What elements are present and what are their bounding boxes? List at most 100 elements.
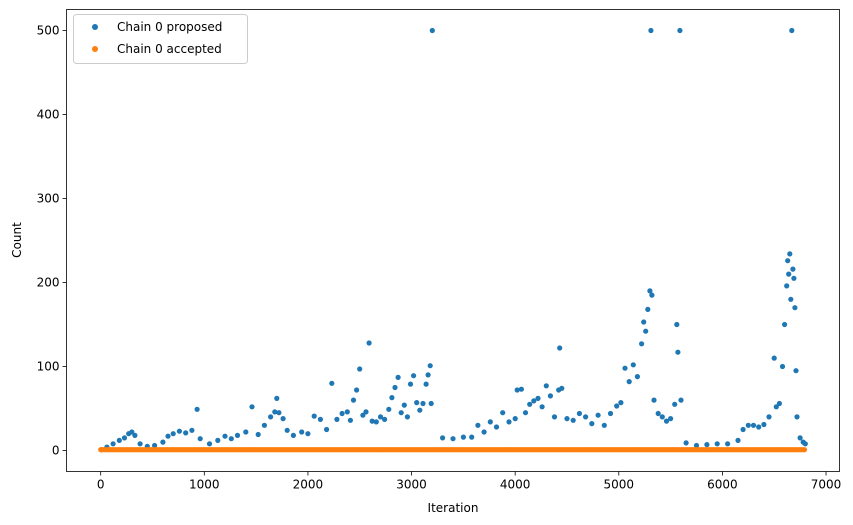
proposed-point xyxy=(677,27,683,34)
x-tick-label: 6000 xyxy=(707,478,738,492)
proposed-point xyxy=(272,409,278,415)
proposed-point xyxy=(354,387,360,393)
y-tick-label: 100 xyxy=(37,360,60,374)
proposed-point xyxy=(420,400,426,407)
x-tick-label: 2000 xyxy=(293,478,324,492)
proposed-point xyxy=(350,397,357,403)
proposed-point xyxy=(440,435,446,441)
proposed-point xyxy=(787,251,793,257)
proposed-point xyxy=(110,441,116,447)
proposed-point xyxy=(311,413,317,419)
proposed-point xyxy=(557,345,563,351)
proposed-point xyxy=(589,421,595,427)
proposed-point xyxy=(514,387,520,393)
x-tick-label: 4000 xyxy=(500,478,531,492)
x-tick-label: 0 xyxy=(97,478,105,492)
proposed-point xyxy=(493,424,500,430)
proposed-point xyxy=(683,440,689,446)
proposed-point xyxy=(766,414,772,420)
proposed-point xyxy=(518,386,525,392)
proposed-point xyxy=(655,410,661,417)
proposed-point xyxy=(583,414,589,420)
proposed-point xyxy=(779,363,786,370)
proposed-point xyxy=(740,426,746,433)
proposed-point xyxy=(369,418,375,424)
proposed-point xyxy=(129,429,135,435)
proposed-point xyxy=(276,410,282,416)
y-tick-label: 200 xyxy=(37,276,60,290)
legend-box xyxy=(73,14,248,64)
proposed-point xyxy=(639,341,645,347)
proposed-point xyxy=(469,434,475,440)
proposed-point xyxy=(363,409,369,415)
proposed-point xyxy=(704,442,710,448)
proposed-point xyxy=(366,340,372,346)
proposed-point xyxy=(773,404,779,410)
proposed-point xyxy=(551,414,558,420)
proposed-point xyxy=(643,328,649,334)
proposed-point xyxy=(648,27,654,34)
proposed-point xyxy=(194,406,200,412)
proposed-point xyxy=(776,400,783,407)
proposed-point xyxy=(761,421,767,428)
proposed-point xyxy=(132,432,138,438)
proposed-point xyxy=(425,372,431,378)
proposed-point xyxy=(645,306,651,312)
y-tick-label: 0 xyxy=(52,444,60,458)
proposed-point xyxy=(576,410,583,417)
proposed-point xyxy=(771,355,777,361)
proposed-point xyxy=(290,432,296,438)
proposed-point xyxy=(797,435,803,441)
proposed-point xyxy=(404,414,410,420)
proposed-point xyxy=(802,441,808,447)
y-tick-label: 300 xyxy=(37,192,60,206)
plot-frame xyxy=(66,9,840,472)
proposed-point xyxy=(395,374,401,380)
proposed-point xyxy=(373,419,379,425)
proposed-point xyxy=(735,437,741,443)
proposed-point xyxy=(197,436,203,442)
x-axis-label: Iteration xyxy=(428,501,479,515)
proposed-point xyxy=(280,416,286,422)
proposed-point xyxy=(121,435,128,441)
proposed-point xyxy=(672,401,678,407)
proposed-point xyxy=(392,384,398,391)
proposed-point xyxy=(675,349,681,355)
proposed-point xyxy=(750,422,757,428)
proposed-point xyxy=(189,427,195,433)
x-tick-label: 3000 xyxy=(396,478,427,492)
proposed-point xyxy=(344,409,350,415)
proposed-point xyxy=(647,288,653,294)
proposed-point xyxy=(607,410,614,417)
proposed-point xyxy=(714,441,720,447)
series-accepted-points xyxy=(98,447,808,453)
proposed-point xyxy=(756,424,762,430)
proposed-point xyxy=(539,404,545,410)
proposed-point xyxy=(339,410,345,417)
y-tick-label: 400 xyxy=(37,108,60,122)
proposed-point xyxy=(299,429,305,435)
proposed-point xyxy=(228,436,234,442)
x-tick-label: 5000 xyxy=(604,478,635,492)
proposed-point xyxy=(725,441,731,447)
legend-label-accepted: Chain 0 accepted xyxy=(117,42,222,56)
proposed-point xyxy=(622,365,628,371)
series-proposed-points xyxy=(98,27,808,453)
proposed-point xyxy=(784,283,790,289)
proposed-point xyxy=(659,414,665,420)
proposed-point xyxy=(347,417,353,423)
axis-ticks: 0 1000 2000 3000 4000 5000 6000 7000 0 100 200 300 4… xyxy=(37,24,842,492)
proposed-point xyxy=(386,406,392,412)
proposed-point xyxy=(547,393,554,399)
proposed-point xyxy=(790,266,796,272)
proposed-point xyxy=(427,363,433,369)
accepted-point xyxy=(801,447,808,453)
proposed-point xyxy=(377,414,384,420)
proposed-point xyxy=(411,373,417,379)
proposed-point xyxy=(324,426,330,433)
proposed-point xyxy=(794,414,800,420)
proposed-point xyxy=(460,434,466,440)
proposed-point xyxy=(793,368,799,374)
proposed-point xyxy=(428,400,434,407)
proposed-point xyxy=(618,400,624,406)
